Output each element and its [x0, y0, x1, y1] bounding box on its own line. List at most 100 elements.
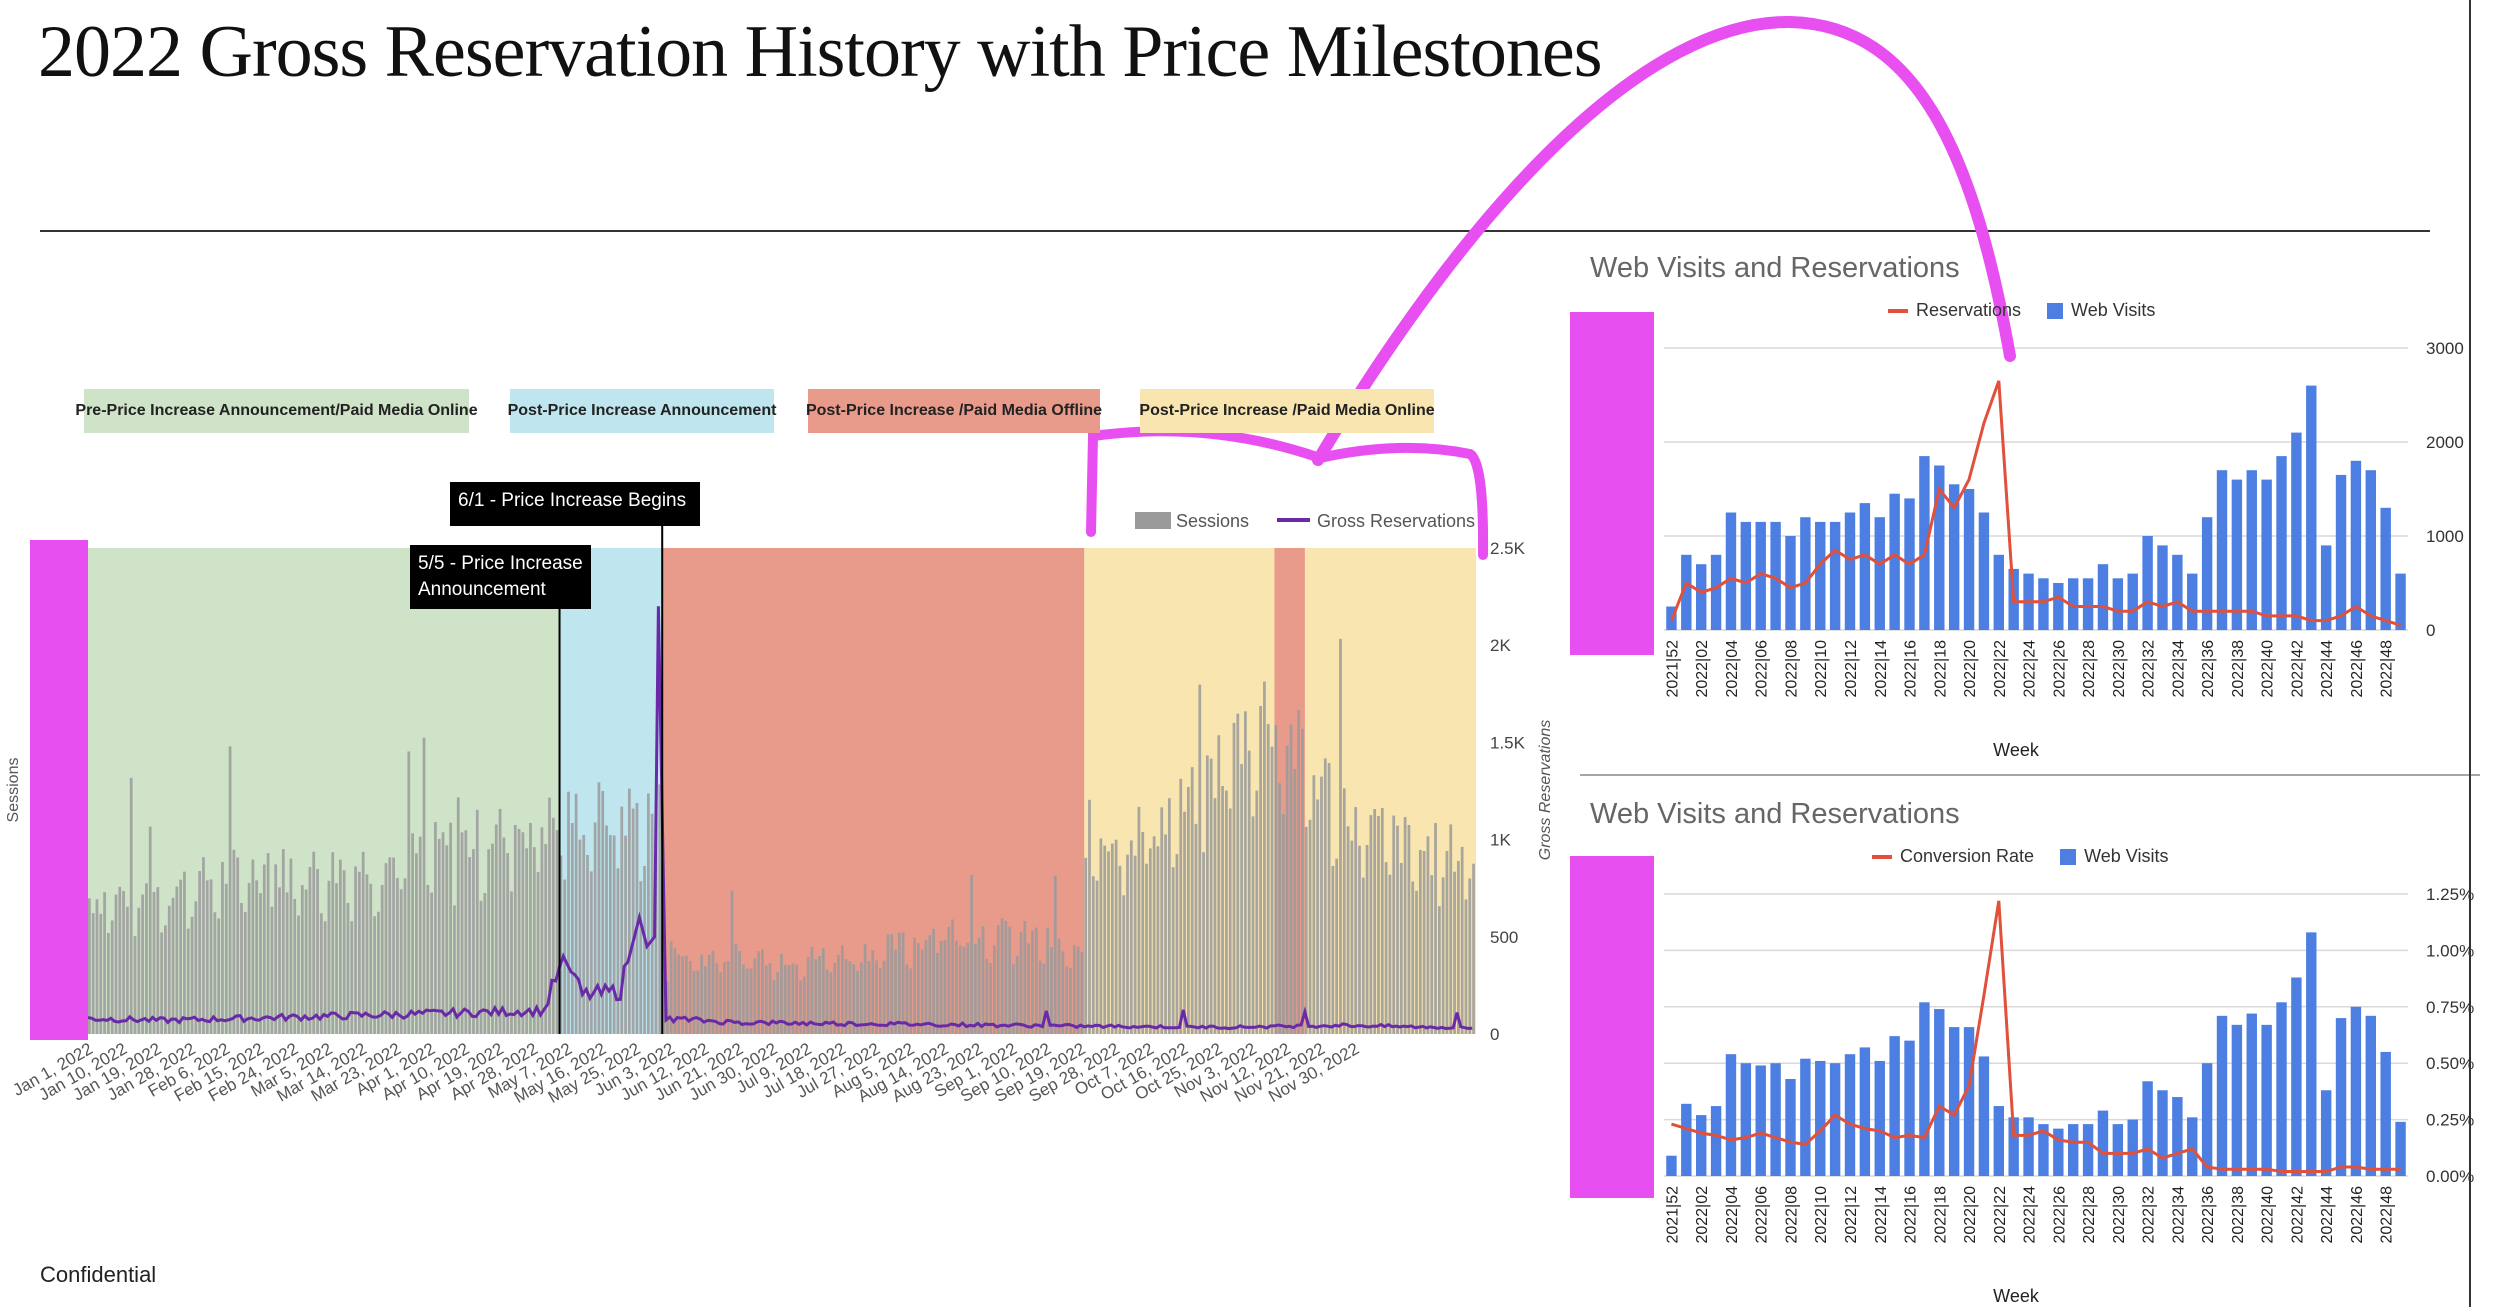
- sessions-bar: [1377, 816, 1380, 1034]
- week-tick-label: 2022|12: [1843, 640, 1860, 698]
- sessions-bar: [1270, 746, 1274, 1034]
- sessions-bar: [742, 964, 745, 1034]
- annotation-block-right-top: [1570, 312, 1654, 655]
- sessions-bar: [468, 857, 472, 1034]
- sessions-bar: [380, 884, 384, 1034]
- sessions-bar: [795, 964, 799, 1034]
- sessions-bar: [593, 822, 597, 1034]
- sessions-bar: [1012, 964, 1015, 1034]
- sessions-bar: [304, 889, 308, 1034]
- sessions-bar: [1426, 836, 1430, 1034]
- legend-paid-media-online-label: Post-Price Increase /Paid Media Online: [1139, 402, 1435, 419]
- sessions-bar: [856, 970, 859, 1034]
- web-visits-bar: [1681, 554, 1692, 630]
- sessions-bar: [1072, 945, 1076, 1034]
- sessions-bar: [559, 855, 563, 1034]
- sessions-bar: [88, 898, 91, 1034]
- week-tick-label: 2022|18: [1932, 640, 1949, 698]
- sessions-bar: [669, 941, 673, 1034]
- sessions-bar: [955, 940, 958, 1034]
- sessions-bar: [529, 822, 532, 1034]
- sessions-bar: [825, 969, 829, 1034]
- sessions-bar: [627, 788, 631, 1034]
- sessions-bar: [327, 880, 331, 1034]
- sessions-bar: [901, 932, 905, 1034]
- week-tick-label: 2022|26: [2051, 640, 2068, 698]
- sessions-bar: [247, 882, 251, 1034]
- sessions-bar: [361, 851, 365, 1034]
- web-visits-bar: [2172, 1097, 2183, 1176]
- web-visits-bar: [1785, 536, 1796, 630]
- web-visits-bar: [1889, 493, 1900, 630]
- sessions-bar: [99, 913, 103, 1034]
- sessions-bar: [1186, 787, 1190, 1034]
- sessions-bar: [331, 852, 335, 1034]
- sessions-bar: [673, 948, 677, 1034]
- week-tick-label: 2022|18: [1932, 1186, 1949, 1244]
- sessions-bar: [171, 897, 175, 1034]
- sessions-bar: [810, 947, 814, 1034]
- sessions-bar: [1312, 775, 1316, 1034]
- sessions-bar: [878, 967, 882, 1034]
- y-tick-label: 1000: [2426, 527, 2464, 546]
- sessions-bar: [464, 830, 468, 1034]
- sessions-bar: [1076, 946, 1080, 1034]
- sessions-bar: [996, 925, 1000, 1034]
- sessions-bar: [1316, 799, 1320, 1034]
- sessions-bar: [259, 893, 262, 1034]
- week-tick-label: 2022|12: [1843, 1186, 1860, 1244]
- right-axis-tick-label: 1K: [1490, 831, 1511, 850]
- sessions-bar: [863, 943, 867, 1034]
- sessions-bar: [1445, 850, 1449, 1034]
- sessions-bar: [1407, 824, 1411, 1034]
- web-visits-bar: [2172, 554, 2183, 630]
- y-tick-label: 0.75%: [2426, 998, 2474, 1017]
- sessions-bar: [1023, 920, 1027, 1034]
- sessions-bar: [472, 849, 475, 1034]
- week-tick-label: 2022|44: [2319, 640, 2336, 698]
- week-tick-label: 2022|38: [2230, 640, 2247, 698]
- sessions-bar: [1015, 955, 1019, 1034]
- sessions-bar: [951, 919, 954, 1034]
- sessions-bar: [422, 737, 426, 1034]
- web-visits-bar: [2038, 578, 2049, 630]
- week-tick-label: 2022|02: [1694, 1186, 1711, 1244]
- sessions-bar: [224, 883, 228, 1034]
- sessions-bar: [110, 920, 114, 1034]
- web-visits-bar: [2127, 1119, 2138, 1176]
- sessions-bar: [989, 963, 992, 1034]
- sessions-bar: [1415, 890, 1418, 1034]
- sessions-bar: [278, 887, 281, 1034]
- sessions-bar: [719, 972, 722, 1034]
- web-visits-bar: [1934, 465, 1945, 630]
- callout-price-increase-announcement: 5/5 - Price Increase Announcement: [410, 545, 591, 609]
- sessions-bar: [738, 950, 742, 1034]
- web-visits-bar: [2291, 977, 2302, 1176]
- sessions-bar: [114, 894, 118, 1034]
- sessions-bar: [605, 825, 608, 1034]
- sessions-bar: [186, 928, 190, 1034]
- right-axis-tick-label: 500: [1490, 928, 1518, 947]
- sessions-bar: [357, 871, 361, 1034]
- sessions-bar: [871, 949, 875, 1034]
- sessions-bar: [274, 864, 278, 1034]
- sessions-bar: [1358, 845, 1361, 1034]
- sessions-bar: [491, 843, 494, 1034]
- web-visits-bar: [2067, 578, 2079, 630]
- web-visits-bar: [1815, 521, 1826, 630]
- sessions-bar: [236, 857, 240, 1034]
- web-visits-bar: [2067, 1124, 2079, 1176]
- web-visits-bar: [2320, 1090, 2332, 1176]
- sessions-bar: [437, 838, 441, 1034]
- slide-title: 2022 Gross Reservation History with Pric…: [38, 11, 1602, 93]
- sessions-bar: [589, 871, 593, 1034]
- sessions-bar: [107, 932, 110, 1034]
- sessions-bar: [1289, 724, 1293, 1034]
- sessions-bar: [285, 892, 289, 1034]
- sessions-bar: [1137, 806, 1141, 1034]
- sessions-bar: [1114, 839, 1118, 1034]
- sessions-bar: [1456, 860, 1460, 1034]
- sessions-bar: [745, 968, 749, 1034]
- web-visits-bar: [1800, 1058, 1811, 1176]
- sessions-bar: [502, 837, 506, 1034]
